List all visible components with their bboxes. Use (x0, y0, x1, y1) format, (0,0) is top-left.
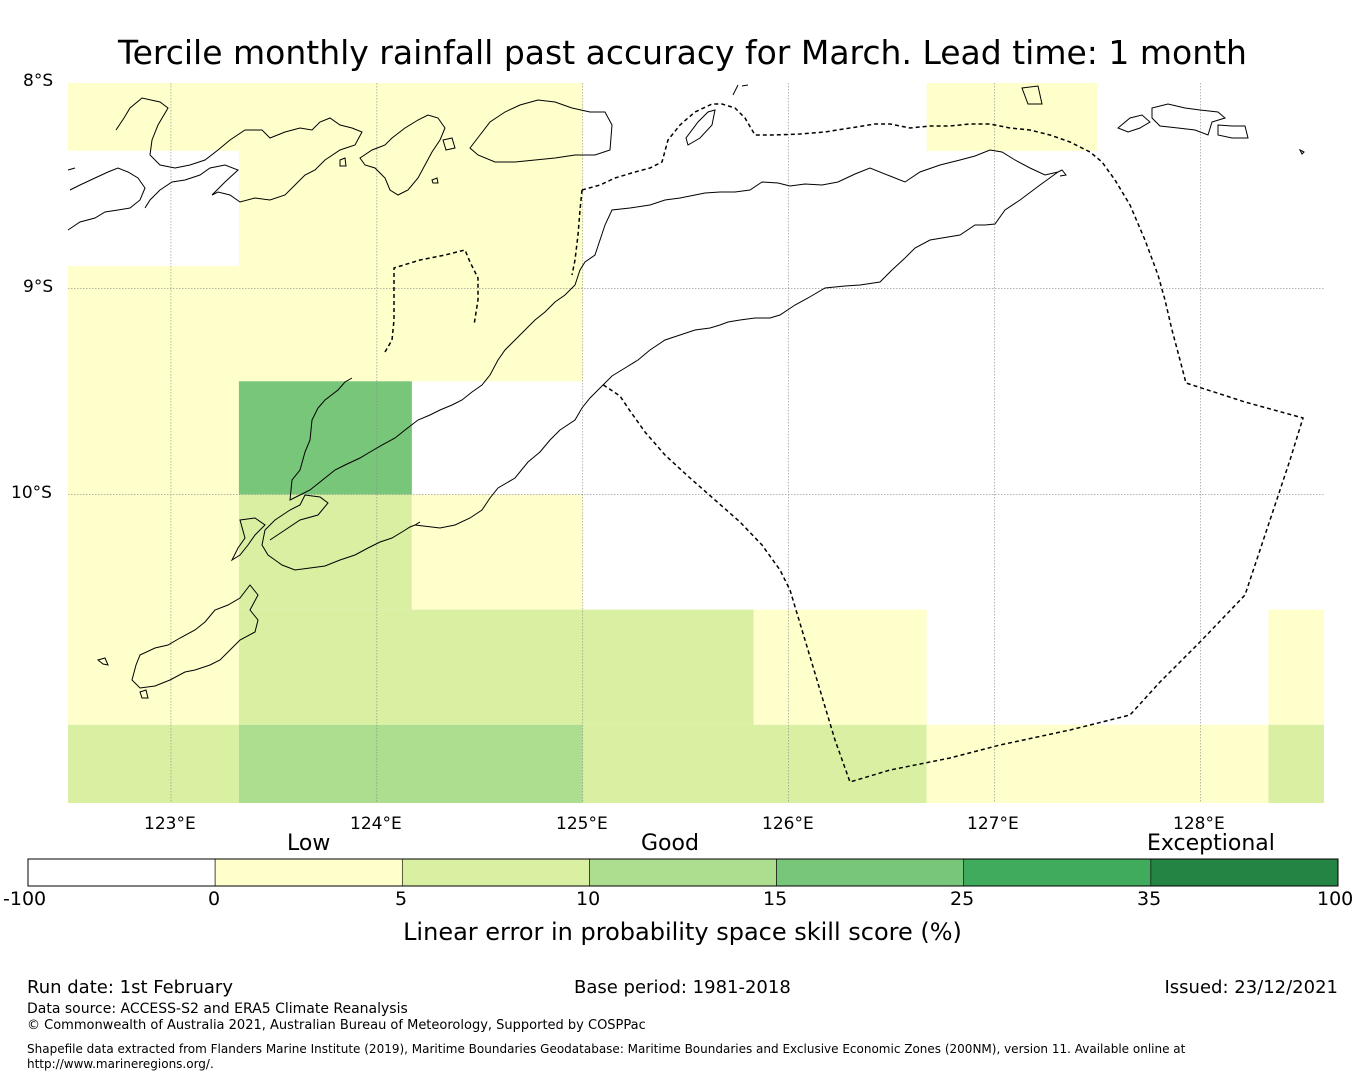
coastline-islet-1 (96, 657, 109, 666)
skill-cell (68, 150, 239, 267)
shapefile-credit: Shapefile data extracted from Flanders M… (27, 1042, 1186, 1056)
skill-cell (753, 609, 927, 725)
coastlines (67, 84, 1305, 699)
colorbar-segment (27, 858, 216, 887)
tick-label: 0 (208, 888, 221, 910)
skill-cell (238, 494, 412, 610)
graticule (68, 83, 1324, 803)
category-label-good: Good (641, 831, 699, 856)
colorbar (27, 858, 1339, 887)
skill-cell (1268, 609, 1324, 725)
issued-date: Issued: 23/12/2021 (1164, 977, 1338, 998)
lat-label-10s: 10°S (11, 483, 52, 503)
coastline-islet-2 (139, 689, 149, 699)
colorbar-segment (1150, 858, 1339, 887)
coastline-islet-5 (442, 137, 456, 151)
coastline-babar-3 (1217, 124, 1249, 139)
maritime-boundary (384, 103, 1304, 783)
skill-cell (926, 724, 1269, 803)
skill-cell (68, 266, 239, 382)
category-label-low: Low (287, 831, 331, 856)
coastline-islet-4 (431, 177, 439, 184)
colorbar-border (27, 858, 1339, 887)
coastline-alor (359, 114, 446, 196)
map-title: Tercile monthly rainfall past accuracy f… (118, 33, 1247, 72)
colorbar-segment (214, 858, 403, 887)
lon-label-125e: 125°E (556, 814, 608, 834)
data-source: Data source: ACCESS-S2 and ERA5 Climate … (27, 1001, 408, 1017)
skill-cell (1268, 724, 1324, 803)
colorbar-title: Linear error in probability space skill … (403, 918, 962, 946)
lon-label-127e: 127°E (967, 814, 1019, 834)
run-date: Run date: 1st February (27, 977, 233, 998)
category-label-exceptional: Exceptional (1147, 831, 1275, 856)
skill-cell (411, 494, 583, 610)
skill-cell (238, 83, 583, 151)
base-period: Base period: 1981-2018 (574, 977, 791, 998)
coastline-flores (67, 97, 363, 231)
coastline-timor-west (261, 494, 421, 571)
copyright: © Commonwealth of Australia 2021, Austra… (27, 1018, 646, 1033)
coastline-islet-6 (685, 109, 716, 146)
coastline-islet-7 (1021, 85, 1043, 105)
coastline-sumba (131, 584, 259, 689)
map-panel (67, 83, 1324, 803)
tick-label: 5 (395, 888, 408, 910)
shapefile-url: http://www.marineregions.org/. (27, 1057, 214, 1071)
tick-label: 25 (950, 888, 975, 910)
coastline-timor-south (299, 149, 1067, 496)
lon-label-123e: 123°E (144, 814, 196, 834)
skill-cell (238, 150, 583, 267)
skill-cell (68, 381, 239, 495)
lon-label-128e: 128°E (1173, 814, 1225, 834)
skill-cell (68, 609, 239, 725)
lat-label-9s: 9°S (23, 277, 54, 297)
colorbar-segment (776, 858, 965, 887)
coastline-islet-3 (339, 157, 347, 167)
skill-cell (68, 724, 239, 803)
timor-leste-eez (571, 103, 1304, 783)
skill-cell (238, 724, 583, 803)
coastline-timor-north (414, 171, 1059, 529)
colorbar-segment (589, 858, 777, 887)
tick-label: 15 (763, 888, 788, 910)
lon-label-126e: 126°E (762, 814, 814, 834)
coastline-wetar (469, 99, 613, 163)
skill-cells (68, 83, 1324, 803)
skill-cell (238, 609, 754, 725)
tick-label: 35 (1137, 888, 1162, 910)
coastline-sawu (230, 517, 266, 562)
skill-cell (68, 494, 239, 610)
skill-cell (238, 266, 583, 382)
coastline-babar-1 (1117, 114, 1151, 133)
tick-label: 10 (576, 888, 601, 910)
tick-label: 100 (1317, 888, 1354, 910)
coastline-islet-8 (1298, 148, 1305, 155)
lon-label-124e: 124°E (350, 814, 402, 834)
oecusse-eez (384, 249, 479, 353)
coastline-islet-9 (732, 84, 749, 96)
skill-cell (926, 83, 1098, 151)
coastline-babar-2 (1151, 103, 1227, 136)
skill-cell (582, 724, 927, 803)
tick-label: -100 (3, 888, 47, 910)
colorbar-segment (401, 858, 590, 887)
lat-label-8s: 8°S (23, 71, 54, 91)
colorbar-segment (963, 858, 1152, 887)
skill-cell (68, 83, 239, 151)
coastline-rote (289, 377, 353, 501)
